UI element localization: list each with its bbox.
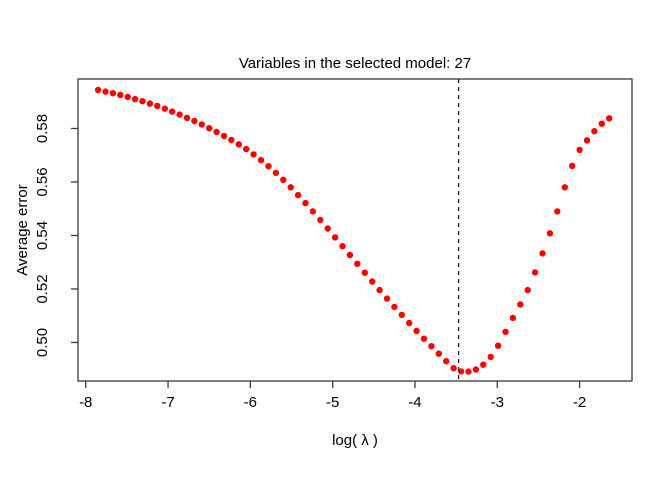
y-tick-label: 0.50	[34, 328, 51, 357]
data-point	[554, 208, 561, 215]
data-point	[176, 111, 183, 118]
data-point	[531, 269, 539, 276]
data-point	[398, 311, 405, 319]
x-tick-label: -6	[244, 394, 257, 411]
data-point	[235, 141, 242, 148]
data-point	[591, 128, 598, 135]
x-tick-label: -4	[408, 394, 421, 411]
data-point	[146, 100, 154, 107]
data-point	[169, 108, 176, 115]
data-point	[465, 368, 472, 375]
data-point	[517, 301, 524, 308]
data-point	[139, 98, 146, 105]
data-point	[161, 105, 168, 112]
x-tick-label: -5	[326, 394, 339, 411]
data-point	[509, 314, 517, 322]
data-point	[287, 184, 294, 191]
data-point	[206, 125, 213, 132]
data-point	[561, 184, 568, 191]
data-point	[294, 191, 302, 199]
y-tick-label: 0.58	[34, 114, 51, 143]
data-point	[257, 156, 265, 164]
data-point	[228, 136, 235, 144]
data-point	[94, 86, 102, 94]
data-point	[220, 132, 228, 140]
data-point	[546, 230, 554, 237]
data-point	[457, 368, 465, 375]
data-point	[428, 343, 435, 350]
data-point	[443, 358, 450, 365]
data-point	[109, 90, 117, 97]
data-point	[309, 208, 317, 215]
y-tick-label: 0.54	[34, 221, 51, 250]
data-point	[606, 115, 613, 122]
data-point	[524, 286, 531, 294]
data-point	[369, 278, 376, 285]
data-point	[480, 361, 487, 368]
y-tick-label: 0.56	[34, 167, 51, 196]
data-point	[346, 251, 354, 259]
x-tick-label: -3	[491, 394, 504, 411]
plot-title: Variables in the selected model: 27	[239, 55, 471, 72]
data-point	[302, 199, 309, 207]
data-point	[280, 176, 287, 183]
data-point	[131, 95, 139, 103]
data-point	[450, 365, 457, 372]
data-point	[361, 269, 368, 276]
plot-box	[77, 78, 633, 382]
data-point	[324, 225, 331, 232]
x-tick-label: -8	[79, 394, 92, 411]
data-point	[102, 88, 109, 95]
data-point	[265, 163, 272, 170]
data-point	[117, 91, 124, 99]
data-point	[198, 121, 205, 128]
data-point	[576, 146, 583, 154]
axes: -8 -7 -6 -5 -4 -3 -2 0.50 0.52 0.54 0.56 0.58	[34, 114, 586, 411]
data-point	[583, 137, 591, 144]
x-tick-label: -2	[573, 394, 586, 411]
data-point	[243, 145, 250, 153]
data-point	[472, 366, 480, 373]
data-point	[213, 128, 220, 136]
data-point	[598, 120, 605, 127]
data-point	[339, 243, 346, 250]
data-point	[331, 234, 339, 241]
data-point	[413, 327, 420, 335]
y-axis-label: Average error	[14, 184, 31, 275]
data-point	[383, 295, 391, 302]
data-point	[250, 151, 257, 158]
data-point	[435, 350, 442, 357]
data-point	[391, 303, 398, 311]
data-point	[406, 319, 413, 327]
data-point	[487, 353, 494, 361]
data-point	[539, 250, 546, 257]
data-point	[124, 93, 131, 101]
data-point	[494, 342, 502, 349]
data-point	[569, 162, 576, 170]
data-point	[420, 335, 428, 342]
data-point	[191, 117, 198, 125]
x-tick-label: -7	[161, 394, 174, 411]
data-point	[376, 286, 383, 294]
data-point	[183, 114, 191, 122]
data-point	[154, 102, 161, 110]
data-points	[94, 86, 613, 375]
data-point	[272, 169, 280, 177]
x-axis-label: log( λ )	[332, 432, 378, 449]
y-tick-label: 0.52	[34, 274, 51, 303]
data-point	[317, 216, 324, 224]
data-point	[502, 328, 509, 335]
data-point	[354, 260, 361, 267]
